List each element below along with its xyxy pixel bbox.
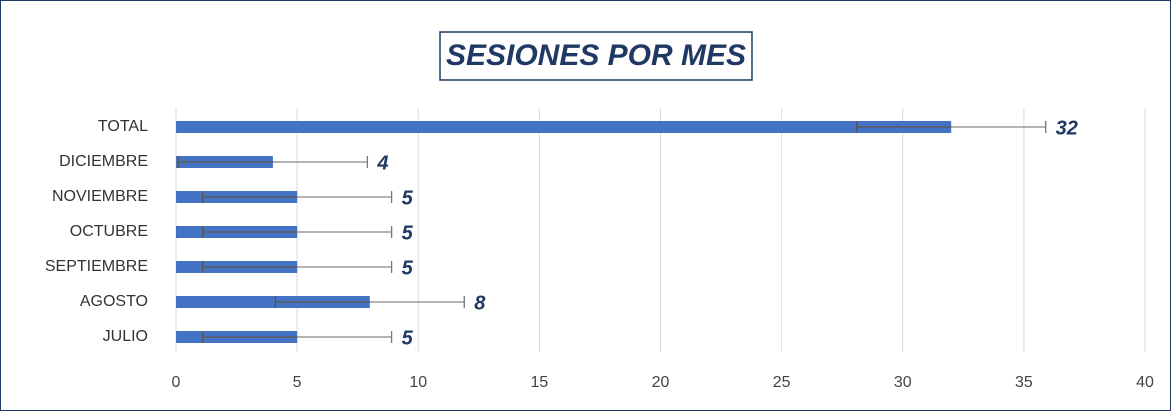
y-tick-label: NOVIEMBRE: [52, 188, 148, 205]
error-bar: [177, 156, 369, 168]
title-box: [439, 31, 753, 81]
error-bar: [201, 226, 393, 238]
y-tick-label: AGOSTO: [80, 293, 148, 310]
error-bar: [201, 191, 393, 203]
error-bar: [274, 296, 465, 308]
y-tick-label: SEPTIEMBRE: [45, 258, 148, 275]
y-tick-label: DICIEMBRE: [59, 153, 148, 170]
y-tick-label: TOTAL: [98, 118, 148, 135]
data-label: 32: [1056, 117, 1078, 139]
x-tick-label: 10: [409, 374, 427, 391]
data-label: 5: [402, 327, 414, 349]
x-tick-label: 25: [773, 374, 791, 391]
x-tick-label: 35: [1015, 374, 1033, 391]
x-tick-label: 0: [172, 374, 181, 391]
y-tick-label: JULIO: [103, 328, 148, 345]
error-bar: [201, 261, 393, 273]
data-label: 4: [376, 152, 388, 174]
x-tick-label: 5: [293, 374, 302, 391]
data-label: 5: [402, 187, 414, 209]
bar: [176, 296, 370, 308]
chart-title: SESIONES POR MES: [446, 39, 746, 72]
y-tick-label: OCTUBRE: [70, 223, 148, 240]
data-label: 5: [402, 222, 414, 244]
bar: [176, 121, 952, 133]
error-bar: [201, 331, 393, 343]
x-tick-label: 20: [652, 374, 670, 391]
x-tick-label: 40: [1136, 374, 1154, 391]
error-bar: [856, 121, 1047, 133]
x-tick-label: 30: [894, 374, 912, 391]
data-label: 5: [402, 257, 414, 279]
data-label: 8: [474, 292, 486, 314]
x-tick-label: 15: [530, 374, 548, 391]
